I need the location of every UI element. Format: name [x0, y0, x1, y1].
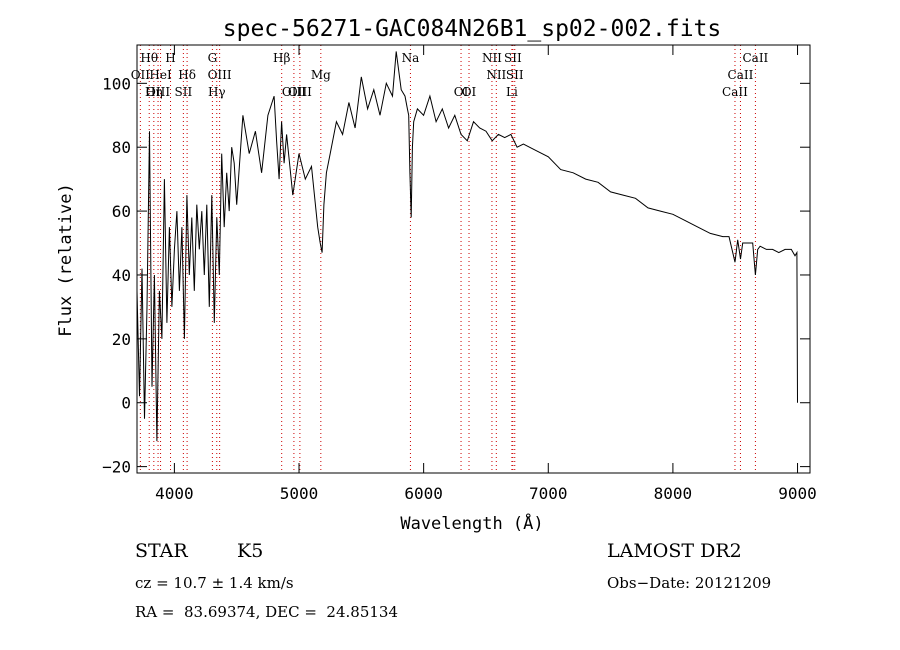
plot-frame: [136, 44, 811, 474]
redshift-text: cz = 10.7 ± 1.4 km/s: [135, 574, 294, 592]
spectral-line-label: Mg: [311, 68, 331, 82]
spectral-line-label: OIII: [282, 85, 306, 99]
object-type: STAR: [135, 540, 188, 562]
obs-date-text: Obs−Date: 20121209: [607, 574, 772, 592]
x-tick-label: 5000: [280, 484, 319, 503]
x-tick-label: 6000: [404, 484, 443, 503]
spectral-line-label: OIII: [146, 85, 170, 99]
x-tick-label: 7000: [529, 484, 568, 503]
survey-label: LAMOST DR2: [607, 540, 742, 562]
spectral-line-label: CaII: [722, 85, 748, 99]
spectral-line-label: HeI: [149, 68, 172, 82]
spectral-line-label: Hβ: [273, 51, 290, 65]
x-tick-label: 8000: [654, 484, 693, 503]
spectral-line-label: NII: [486, 68, 506, 82]
spectral-line-markers: [139, 45, 756, 473]
spectral-line-label: NII: [482, 51, 502, 65]
spectral-line-label: SII: [506, 68, 524, 82]
spectral-line-label: Na: [402, 51, 420, 65]
spectral-line-label: Hθ: [140, 51, 158, 65]
y-tick-label: 20: [112, 330, 131, 349]
spectral-line-label: Hγ: [208, 85, 226, 99]
spectral-line-label: OIII: [288, 85, 312, 99]
spectral-line-label: OI: [454, 85, 469, 99]
coordinates-text: RA = 83.69374, DEC = 24.85134: [135, 603, 399, 621]
spectral-line-label: CaII: [742, 51, 768, 65]
spectral-line-label: CaII: [728, 68, 754, 82]
spectral-line-label: Hη: [145, 85, 163, 99]
x-axis-ticks: 4000 5000 6000 7000 8000 9000: [155, 45, 817, 503]
spectral-line-label: Li: [506, 85, 518, 99]
x-tick-label: 4000: [155, 484, 194, 503]
spectral-line-label: H: [165, 51, 175, 65]
spectral-line-label: SII: [504, 51, 522, 65]
spectral-line-label: SII: [175, 85, 193, 99]
y-axis-label: Flux (relative): [56, 183, 76, 337]
spectral-line-label: OII: [131, 68, 151, 82]
chart-title: spec-56271-GAC084N26B1_sp02-002.fits: [223, 16, 722, 42]
y-tick-label: 60: [112, 202, 131, 221]
y-axis-ticks: −20 0 20 40 60 80 100: [102, 74, 810, 477]
spectral-line-label: G: [208, 51, 218, 65]
spectral-line-label: OIII: [208, 68, 232, 82]
y-tick-label: 0: [121, 394, 131, 413]
y-tick-label: 100: [102, 74, 131, 93]
x-tick-label: 9000: [778, 484, 817, 503]
spectral-line-label: OI: [462, 85, 477, 99]
subclass: K5: [237, 540, 264, 562]
y-tick-label: 80: [112, 138, 131, 157]
x-axis-label: Wavelength (Å): [400, 512, 543, 534]
y-tick-label: 40: [112, 266, 131, 285]
spectral-line-label: Hδ: [178, 68, 196, 82]
y-tick-label: −20: [102, 458, 131, 477]
spectrum-line: [136, 51, 798, 442]
